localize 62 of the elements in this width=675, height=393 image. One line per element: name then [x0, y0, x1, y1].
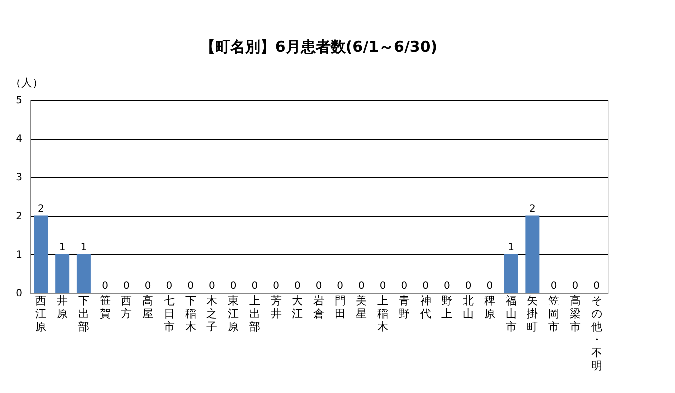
- data-label: 1: [80, 242, 88, 254]
- x-tick-label: 野上: [442, 294, 453, 320]
- y-tick-label: 1: [16, 250, 22, 261]
- x-tick-label: 井原: [57, 294, 68, 320]
- data-label: 0: [294, 281, 301, 292]
- x-tick-label: 北山: [463, 294, 474, 320]
- x-tick-label: 笠岡市: [548, 294, 560, 334]
- data-label: 0: [252, 281, 258, 292]
- x-tick-label: 福山市: [506, 294, 517, 334]
- data-label: 0: [444, 281, 450, 292]
- data-label: 0: [550, 281, 558, 292]
- y-tick-label: 4: [16, 134, 22, 146]
- data-label: 0: [316, 281, 322, 292]
- data-label: 0: [572, 281, 579, 292]
- data-label: 1: [508, 242, 514, 254]
- y-axis-title: （人）: [10, 76, 44, 90]
- x-tick-label: 上出部: [249, 294, 260, 334]
- x-tick-label: 木之子: [206, 294, 218, 334]
- x-tick-label: 東江原: [228, 294, 240, 334]
- data-label: 0: [401, 281, 408, 292]
- x-tick-label: 下稲木: [185, 294, 196, 334]
- chart-title: 【町名別】6月患者数(6/1～6/30): [200, 38, 438, 56]
- data-label: 0: [124, 281, 130, 292]
- x-tick-label: 上稲木: [378, 294, 389, 334]
- x-tick-label: 芳井: [270, 294, 282, 320]
- x-tick-label: 美星: [356, 294, 368, 320]
- x-tick-label: 西江原: [36, 294, 47, 334]
- data-label: 0: [486, 281, 494, 292]
- x-tick-label: 岩倉: [314, 294, 324, 320]
- x-tick-label: 門田: [334, 294, 346, 320]
- x-tick-label: 神代: [419, 294, 432, 320]
- y-tick-label: 5: [16, 96, 22, 106]
- data-label: 2: [529, 204, 536, 215]
- data-label: 0: [422, 281, 430, 292]
- y-tick-label: 0: [16, 288, 22, 300]
- data-label: 0: [465, 281, 472, 292]
- x-tick-label: 青野: [398, 294, 410, 320]
- x-tick-label: 大江: [292, 294, 304, 320]
- data-label: 1: [59, 242, 66, 254]
- data-label: 0: [166, 281, 173, 292]
- y-tick-label: 3: [16, 172, 22, 184]
- x-tick-label: 七日市: [164, 294, 175, 334]
- x-tick-label: 下出部: [78, 294, 90, 334]
- y-tick-label: 2: [16, 211, 22, 222]
- data-label: 0: [273, 281, 280, 292]
- data-label: 0: [188, 281, 194, 292]
- data-label: 0: [358, 281, 365, 292]
- data-label: 0: [337, 281, 344, 292]
- x-tick-label: 笹賀: [100, 294, 111, 320]
- data-label: 0: [144, 281, 152, 292]
- data-label: 0: [380, 281, 386, 292]
- x-tick-label: 稗原: [484, 294, 496, 320]
- data-label: 2: [38, 204, 44, 215]
- data-label: 0: [208, 281, 216, 292]
- x-tick-label: 高屋: [142, 294, 154, 320]
- data-label: 0: [594, 281, 600, 292]
- x-tick-label: その他・不明: [591, 294, 602, 372]
- data-label: 0: [230, 281, 237, 292]
- data-label: 0: [102, 281, 109, 292]
- x-tick-label: 高梁市: [570, 294, 581, 334]
- x-tick-label: 矢掛町: [527, 294, 538, 334]
- x-tick-label: 西方: [121, 294, 132, 320]
